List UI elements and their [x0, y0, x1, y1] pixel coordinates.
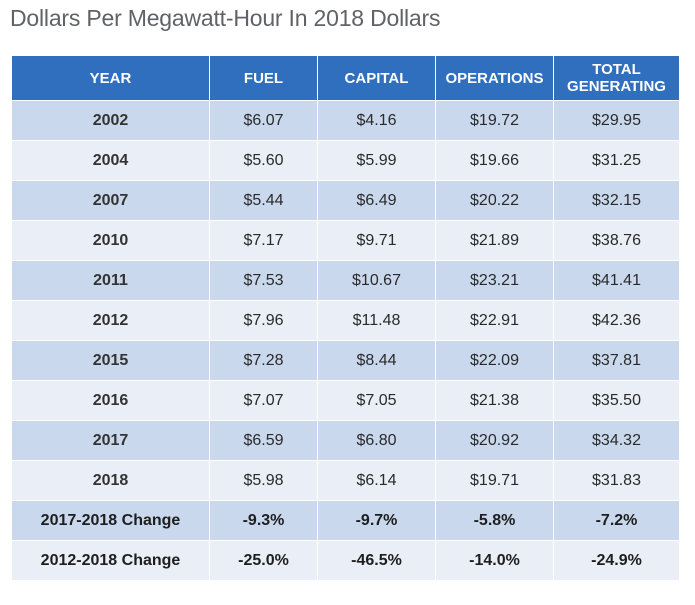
capital-header: CAPITAL	[317, 55, 436, 101]
fuel-cell: -25.0%	[209, 540, 318, 581]
capital-cell: $10.67	[317, 260, 436, 301]
capital-cell: $8.44	[317, 340, 436, 381]
operations-cell: $20.92	[435, 420, 554, 461]
table-row: 2016 $7.07 $7.05 $21.38 $35.50	[11, 380, 680, 421]
table-row: 2015 $7.28 $8.44 $22.09 $37.81	[11, 340, 680, 381]
total-generating-cell: $31.83	[553, 460, 680, 501]
fuel-cell: -9.3%	[209, 500, 318, 541]
year-cell: 2018	[11, 460, 210, 501]
table-row: 2004 $5.60 $5.99 $19.66 $31.25	[11, 140, 680, 181]
cost-table: YEAR FUEL CAPITAL OPERATIONS TOTAL GENERATING…	[11, 55, 680, 581]
header-row: YEAR FUEL CAPITAL OPERATIONS TOTAL GENERATING	[11, 55, 680, 101]
table-row: 2011 $7.53 $10.67 $23.21 $41.41	[11, 260, 680, 301]
operations-cell: $22.91	[435, 300, 554, 341]
total-generating-cell: $35.50	[553, 380, 680, 421]
capital-cell: -46.5%	[317, 540, 436, 581]
fuel-cell: $5.98	[209, 460, 318, 501]
total-generating-cell: $34.32	[553, 420, 680, 461]
fuel-cell: $6.07	[209, 100, 318, 141]
total-generating-cell: $29.95	[553, 100, 680, 141]
chart-title: Dollars Per Megawatt-Hour In 2018 Dollar…	[10, 5, 441, 31]
table-row: 2002 $6.07 $4.16 $19.72 $29.95	[11, 100, 680, 141]
operations-cell: $21.38	[435, 380, 554, 421]
operations-cell: $20.22	[435, 180, 554, 221]
capital-cell: $5.99	[317, 140, 436, 181]
total-generating-cell: $41.41	[553, 260, 680, 301]
operations-cell: $23.21	[435, 260, 554, 301]
operations-cell: -14.0%	[435, 540, 554, 581]
fuel-cell: $7.07	[209, 380, 318, 421]
total-generating-cell: -7.2%	[553, 500, 680, 541]
fuel-cell: $5.60	[209, 140, 318, 181]
operations-cell: $19.71	[435, 460, 554, 501]
fuel-cell: $6.59	[209, 420, 318, 461]
operations-cell: $19.66	[435, 140, 554, 181]
change-label-cell: 2017-2018 Change	[11, 500, 210, 541]
year-cell: 2011	[11, 260, 210, 301]
change-label-cell: 2012-2018 Change	[11, 540, 210, 581]
year-cell: 2004	[11, 140, 210, 181]
year-cell: 2007	[11, 180, 210, 221]
operations-cell: $21.89	[435, 220, 554, 261]
fuel-cell: $7.53	[209, 260, 318, 301]
capital-cell: $9.71	[317, 220, 436, 261]
total-generating-cell: $37.81	[553, 340, 680, 381]
capital-cell: $6.80	[317, 420, 436, 461]
total-generating-cell: $31.25	[553, 140, 680, 181]
table-body: 2002 $6.07 $4.16 $19.72 $29.95 2004 $5.60 $5.99…	[11, 100, 680, 581]
year-cell: 2012	[11, 300, 210, 341]
total-generating-header: TOTAL GENERATING	[553, 55, 680, 101]
table-row: 2007 $5.44 $6.49 $20.22 $32.15	[11, 180, 680, 221]
fuel-cell: $7.28	[209, 340, 318, 381]
fuel-header: FUEL	[209, 55, 318, 101]
change-row: 2012-2018 Change -25.0% -46.5% -14.0% -24.9%	[11, 540, 680, 581]
total-generating-cell: -24.9%	[553, 540, 680, 581]
year-header: YEAR	[11, 55, 210, 101]
year-cell: 2016	[11, 380, 210, 421]
operations-header: OPERATIONS	[435, 55, 554, 101]
capital-cell: $7.05	[317, 380, 436, 421]
change-row: 2017-2018 Change -9.3% -9.7% -5.8% -7.2%	[11, 500, 680, 541]
operations-cell: $19.72	[435, 100, 554, 141]
fuel-cell: $7.96	[209, 300, 318, 341]
table-row: 2017 $6.59 $6.80 $20.92 $34.32	[11, 420, 680, 461]
operations-cell: -5.8%	[435, 500, 554, 541]
capital-cell: $4.16	[317, 100, 436, 141]
year-cell: 2015	[11, 340, 210, 381]
capital-cell: $11.48	[317, 300, 436, 341]
year-cell: 2010	[11, 220, 210, 261]
total-generating-cell: $32.15	[553, 180, 680, 221]
operations-cell: $22.09	[435, 340, 554, 381]
total-generating-cell: $42.36	[553, 300, 680, 341]
table-row: 2010 $7.17 $9.71 $21.89 $38.76	[11, 220, 680, 261]
table-row: 2018 $5.98 $6.14 $19.71 $31.83	[11, 460, 680, 501]
capital-cell: $6.14	[317, 460, 436, 501]
capital-cell: $6.49	[317, 180, 436, 221]
total-generating-cell: $38.76	[553, 220, 680, 261]
year-cell: 2017	[11, 420, 210, 461]
table-row: 2012 $7.96 $11.48 $22.91 $42.36	[11, 300, 680, 341]
fuel-cell: $5.44	[209, 180, 318, 221]
year-cell: 2002	[11, 100, 210, 141]
capital-cell: -9.7%	[317, 500, 436, 541]
table-header: YEAR FUEL CAPITAL OPERATIONS TOTAL GENERATING	[11, 55, 680, 101]
fuel-cell: $7.17	[209, 220, 318, 261]
